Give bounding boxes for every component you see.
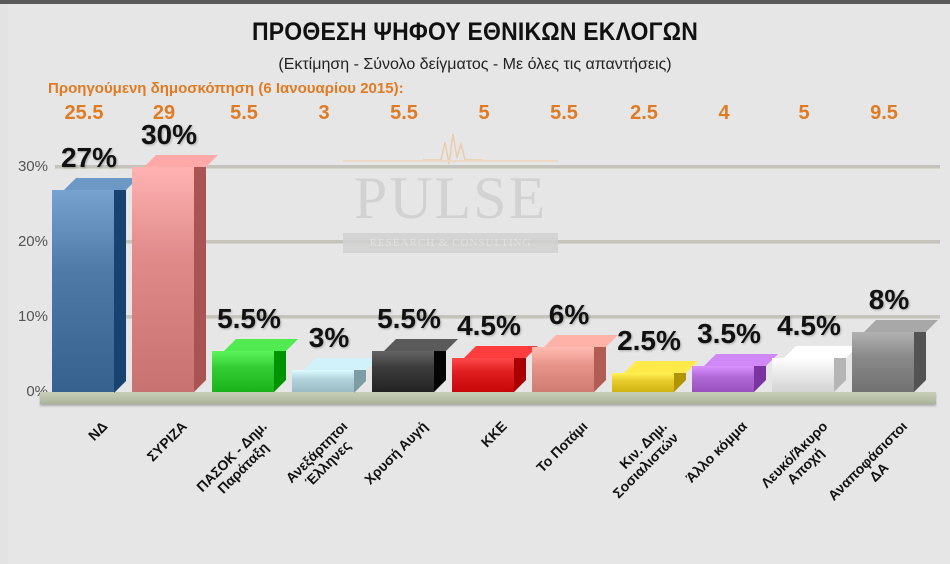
bar-front — [212, 350, 274, 392]
bar-top — [144, 155, 218, 167]
category-label-line1: ΣΥΡΙΖΑ — [143, 418, 191, 465]
bar-value-label: 3% — [308, 321, 350, 353]
bar-value-label: 5.5% — [217, 302, 281, 334]
chart-subtitle: (Εκτίμηση - Σύνολο δείγματος - Με όλες τ… — [278, 56, 672, 73]
bar — [292, 357, 378, 392]
category-label: ΝΔ — [85, 418, 111, 444]
watermark-line — [343, 160, 558, 162]
bar — [772, 346, 858, 392]
bar-value-label: 2.5% — [617, 325, 681, 357]
bar-front — [692, 365, 754, 392]
bar-value-label: 5.5% — [377, 302, 441, 334]
bar — [612, 361, 698, 392]
category-label-line1: ΝΔ — [84, 418, 111, 444]
bar-top — [784, 346, 858, 359]
bar-value-label: 30% — [140, 119, 198, 150]
bar — [372, 338, 458, 392]
bar — [532, 335, 618, 392]
bar-side — [194, 155, 206, 392]
bar — [52, 177, 138, 392]
bar-top — [64, 177, 138, 190]
left-edge — [0, 4, 8, 564]
category-label: ΣΥΡΙΖΑ — [144, 418, 190, 464]
chart-title: ΠΡΟΘΕΣΗ ΨΗΦΟΥ ΕΘΝΙΚΩΝ ΕΚΛΟΓΩΝ — [251, 18, 698, 46]
category-label: Κιν. Δημ. Σοσιαλιστών — [598, 418, 682, 501]
bar-value-label: 8% — [868, 284, 910, 315]
bar-value-label: 3.5% — [697, 317, 761, 349]
y-tick-30: 30% — [17, 158, 48, 175]
category-label: Αναποφάσιστοι ΔΑ — [825, 418, 922, 515]
bar-front — [532, 347, 594, 392]
previous-poll-value: 29 — [152, 102, 176, 124]
previous-poll-value: 3 — [318, 102, 330, 124]
bar — [452, 346, 538, 392]
bar — [212, 338, 298, 392]
previous-poll-value: 2.5 — [630, 102, 658, 124]
bar-front — [372, 350, 434, 392]
category-label-line1: Το Ποτάμι — [532, 418, 591, 476]
bar-top — [704, 353, 778, 366]
bar — [132, 155, 218, 392]
previous-poll-value: 5.5 — [550, 102, 578, 124]
bar — [692, 353, 778, 392]
bar-front — [292, 369, 354, 392]
previous-poll-value: 5.5 — [230, 102, 258, 124]
category-label: Ανεξάρτητοι Έλληνες — [282, 418, 361, 497]
category-label-line1: Άλλο κόμμα — [682, 418, 751, 486]
category-label: Το Ποτάμι — [533, 418, 590, 475]
bar-value-label: 27% — [60, 141, 118, 173]
top-border — [0, 0, 950, 4]
bar-front — [452, 358, 514, 392]
bar-front — [772, 358, 834, 392]
bar-top — [304, 357, 378, 370]
bar-front — [852, 332, 914, 392]
previous-poll-value: 9.5 — [870, 102, 898, 124]
previous-poll-value: 25.5 — [64, 102, 104, 124]
category-label: Άλλο κόμμα — [683, 418, 751, 486]
category-label: Χρυσή Αυγή — [361, 418, 430, 487]
bar — [852, 320, 938, 392]
category-label-line1: ΚΚΕ — [478, 418, 511, 451]
bar-top — [464, 346, 538, 359]
previous-poll-value: 4 — [718, 102, 730, 124]
watermark-name: PULSE — [353, 165, 548, 231]
y-tick-20: 20% — [17, 233, 48, 250]
bar-value-label: 4.5% — [777, 310, 841, 342]
pulse-wave-icon — [423, 133, 483, 165]
watermark-tagline: RESEARCH & CONSULTING — [343, 233, 558, 253]
category-label-line1: Χρυσή Αυγή — [360, 418, 431, 488]
previous-poll-value: 5 — [798, 102, 810, 124]
category-label: ΚΚΕ — [478, 418, 510, 450]
previous-poll-value: 5.5 — [390, 102, 418, 124]
pulse-watermark-logo: PULSE RESEARCH & CONSULTING — [343, 130, 558, 255]
bar-side — [114, 177, 126, 392]
bar-front — [132, 167, 194, 392]
y-tick-10: 10% — [17, 308, 48, 325]
bar-top — [864, 320, 938, 332]
category-label: ΠΑΣΟΚ - Δημ. Παράταξη — [194, 418, 282, 506]
chart-floor — [40, 392, 936, 404]
gridline-30 — [55, 165, 940, 169]
bar-value-label: 6% — [548, 299, 590, 330]
bar-front — [52, 189, 114, 392]
previous-poll-label: Προηγούμενη δημοσκόπηση (6 Ιανουαρίου 20… — [48, 80, 404, 97]
bar-value-label: 4.5% — [457, 310, 521, 342]
bar-top — [624, 361, 698, 374]
bar-front — [612, 373, 674, 392]
gridline-10 — [55, 315, 940, 319]
previous-poll-value: 5 — [478, 102, 490, 124]
